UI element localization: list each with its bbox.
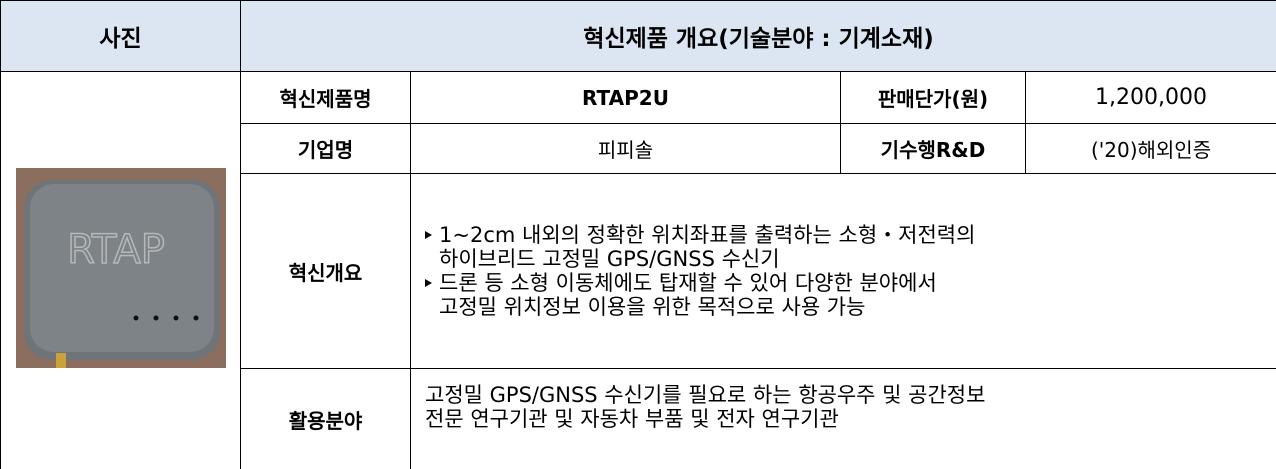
line: 전문 연구기관 및 자동차 부품 및 전자 연구기관	[425, 407, 1276, 431]
value: ('20)해외인증	[1026, 124, 1276, 174]
label: 기업명	[241, 124, 411, 174]
header-title: 혁신제품 개요(기술분야 : 기계소재)	[241, 1, 1276, 72]
label: 기수행R&D	[841, 124, 1026, 174]
line: 드론 등 소형 이동체에도 탑재할 수 있어 다양한 분야에서	[439, 271, 1276, 295]
line: 1~2cm 내외의 정확한 위치좌표를 출력하는 소형・저전력의	[439, 223, 1276, 247]
label: 활용분야	[241, 369, 411, 469]
label: 혁신제품명	[241, 72, 411, 124]
photo-label: RTAP	[67, 227, 165, 273]
line: 고정밀 위치정보 이용을 위한 목적으로 사용 가능	[439, 295, 1276, 319]
label: 판매단가(원)	[841, 72, 1026, 124]
value: 1,200,000	[1026, 72, 1276, 124]
photo-cell: RTAP	[1, 72, 241, 469]
line: 고정밀 GPS/GNSS 수신기를 필요로 하는 항공우주 및 공간정보	[425, 383, 1276, 407]
product-photo: RTAP	[16, 168, 226, 368]
label: 혁신개요	[241, 174, 411, 369]
header-photo: 사진	[1, 1, 241, 72]
line: 하이브리드 고정밀 GPS/GNSS 수신기	[439, 247, 1276, 271]
page: 사진 혁신제품 개요(기술분야 : 기계소재) RTAP 혁신제품명 RTAP2…	[0, 0, 1276, 451]
value: 피피솔	[411, 124, 841, 174]
value: RTAP2U	[411, 72, 841, 124]
